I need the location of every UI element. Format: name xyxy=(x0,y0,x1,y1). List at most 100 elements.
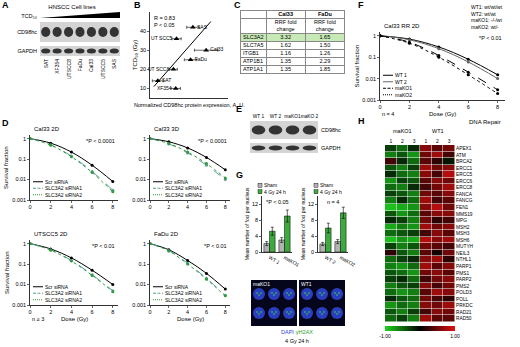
svg-text:FANCA: FANCA xyxy=(456,192,473,197)
svg-text:4: 4 xyxy=(70,309,73,315)
svg-text:Scr siRNA: Scr siRNA xyxy=(165,284,189,290)
svg-text:ERCC6: ERCC6 xyxy=(456,179,473,184)
svg-text:Survival fraction: Survival fraction xyxy=(3,146,9,189)
svg-text:Cal33 RR 2D: Cal33 RR 2D xyxy=(384,23,420,29)
svg-text:P < 0.05: P < 0.05 xyxy=(154,22,175,28)
svg-text:FANCG: FANCG xyxy=(456,198,473,203)
svg-text:0.01: 0.01 xyxy=(15,281,26,287)
svg-text:XF354: XF354 xyxy=(54,59,60,74)
svg-text:0.01: 0.01 xyxy=(15,176,26,182)
svg-text:Survival fraction: Survival fraction xyxy=(354,45,360,88)
svg-text:6: 6 xyxy=(205,309,208,315)
svg-text:0.1: 0.1 xyxy=(18,261,26,267)
svg-text:NTHL1: NTHL1 xyxy=(456,257,472,262)
svg-text:WT 1: WT 1 xyxy=(395,72,407,78)
svg-text:FEN1: FEN1 xyxy=(456,205,469,210)
svg-text:Dose (Gy): Dose (Gy) xyxy=(61,316,88,322)
svg-text:1: 1 xyxy=(424,138,427,144)
svg-text:WT 2: WT 2 xyxy=(270,114,282,119)
svg-text:PMS2: PMS2 xyxy=(456,284,469,289)
svg-text:0.001: 0.001 xyxy=(362,97,376,103)
svg-text:3: 3 xyxy=(448,138,451,144)
svg-text:30: 30 xyxy=(140,47,146,53)
svg-text:0.001: 0.001 xyxy=(132,302,146,308)
svg-text:6: 6 xyxy=(205,204,208,210)
svg-text:8: 8 xyxy=(255,217,258,223)
svg-text:MSH6: MSH6 xyxy=(456,238,470,243)
svg-text:*P < 0.01: *P < 0.01 xyxy=(204,243,227,249)
svg-text:maKO2: maKO2 xyxy=(339,254,357,268)
svg-text:0.01: 0.01 xyxy=(135,281,146,287)
svg-text:WT 1: WT 1 xyxy=(253,114,265,119)
svg-text:12: 12 xyxy=(252,201,258,207)
svg-text:6: 6 xyxy=(467,104,470,110)
svg-text:MSH2: MSH2 xyxy=(456,225,470,230)
svg-text:8: 8 xyxy=(111,204,114,210)
svg-text:WT 2: WT 2 xyxy=(324,254,337,265)
svg-text:UTSCC5 2D: UTSCC5 2D xyxy=(34,231,68,237)
svg-text:FaDu: FaDu xyxy=(195,56,207,62)
svg-text:maKO1: maKO1 xyxy=(283,254,301,268)
svg-text:MMS19: MMS19 xyxy=(456,212,473,217)
svg-text:FaDu: FaDu xyxy=(77,59,83,71)
svg-text:D: D xyxy=(2,118,9,128)
svg-text:4 Gy 24 h: 4 Gy 24 h xyxy=(285,338,309,344)
svg-text:n = 4: n = 4 xyxy=(382,111,394,117)
svg-text:WT1: WT1 xyxy=(432,128,444,134)
svg-text:BRCA2: BRCA2 xyxy=(456,159,472,164)
svg-text:*P < 0.05: *P < 0.05 xyxy=(266,199,289,205)
svg-text:H: H xyxy=(358,116,365,126)
svg-text:G: G xyxy=(236,170,243,180)
svg-text:6: 6 xyxy=(91,204,94,210)
svg-text:maKO1: maKO1 xyxy=(284,114,301,119)
svg-text:Cal33 3D: Cal33 3D xyxy=(154,126,180,132)
svg-text:SLC3A2 siRNA1: SLC3A2 siRNA1 xyxy=(165,185,202,191)
svg-text:0: 0 xyxy=(255,249,258,255)
svg-text:0.001: 0.001 xyxy=(132,197,146,203)
svg-text:WT 2: WT 2 xyxy=(395,79,407,85)
svg-text:WT1: WT1 xyxy=(301,281,312,287)
svg-text:SLC3A2 siRNA2: SLC3A2 siRNA2 xyxy=(45,192,82,198)
svg-text:APEX1: APEX1 xyxy=(456,146,472,151)
svg-text:Mean number of foci per nucleu: Mean number of foci per nucleus xyxy=(300,187,306,260)
svg-text:*P < 0.01: *P < 0.01 xyxy=(479,35,502,41)
svg-text:SLC3A2 siRNA1: SLC3A2 siRNA1 xyxy=(45,290,82,296)
svg-text:POLL: POLL xyxy=(456,297,469,302)
svg-text:MPG: MPG xyxy=(456,218,467,223)
svg-text:SAS: SAS xyxy=(197,24,208,30)
svg-text:MUTYH: MUTYH xyxy=(456,244,474,249)
svg-text:10: 10 xyxy=(140,85,146,91)
svg-text:Sham: Sham xyxy=(320,182,333,188)
svg-text:6: 6 xyxy=(91,309,94,315)
svg-text:UTSCC5: UTSCC5 xyxy=(100,59,106,79)
svg-text:8: 8 xyxy=(224,309,227,315)
svg-text:ERCC5: ERCC5 xyxy=(456,172,473,177)
svg-text:Cal33 2D: Cal33 2D xyxy=(34,126,60,132)
svg-text:Scr siRNA: Scr siRNA xyxy=(45,179,69,185)
svg-text:4: 4 xyxy=(70,204,73,210)
svg-text:TCD₅₀: TCD₅₀ xyxy=(21,13,37,19)
svg-text:ERCC8: ERCC8 xyxy=(456,185,473,190)
svg-text:*P < 0.01: *P < 0.01 xyxy=(92,243,115,249)
svg-text:4 Gy 24 h: 4 Gy 24 h xyxy=(264,189,286,195)
svg-text:CD98hc: CD98hc xyxy=(321,127,341,133)
svg-text:Dose (Gy): Dose (Gy) xyxy=(429,111,456,117)
svg-text:NEIL3: NEIL3 xyxy=(456,251,470,256)
svg-text:FaDu 2D: FaDu 2D xyxy=(154,231,179,237)
svg-text:20: 20 xyxy=(140,66,146,72)
svg-text:UT SCC8: UT SCC8 xyxy=(148,66,170,72)
svg-text:1: 1 xyxy=(23,241,26,247)
svg-text:n = 4: n = 4 xyxy=(327,199,339,205)
svg-text:Mean number of foci per nucleu: Mean number of foci per nucleus xyxy=(244,187,250,260)
svg-text:1: 1 xyxy=(23,136,26,142)
svg-text:SAT: SAT xyxy=(162,77,171,83)
svg-text:1: 1 xyxy=(143,136,146,142)
svg-text:0.1: 0.1 xyxy=(368,54,376,60)
svg-text:8: 8 xyxy=(496,104,499,110)
svg-text:3: 3 xyxy=(413,138,416,144)
svg-text:DAPIγH2AX: DAPIγH2AX xyxy=(281,329,313,335)
svg-text:2: 2 xyxy=(49,309,52,315)
svg-text:UT SCC5: UT SCC5 xyxy=(151,35,173,41)
svg-text:A: A xyxy=(2,0,9,10)
svg-text:0.1: 0.1 xyxy=(138,261,146,267)
